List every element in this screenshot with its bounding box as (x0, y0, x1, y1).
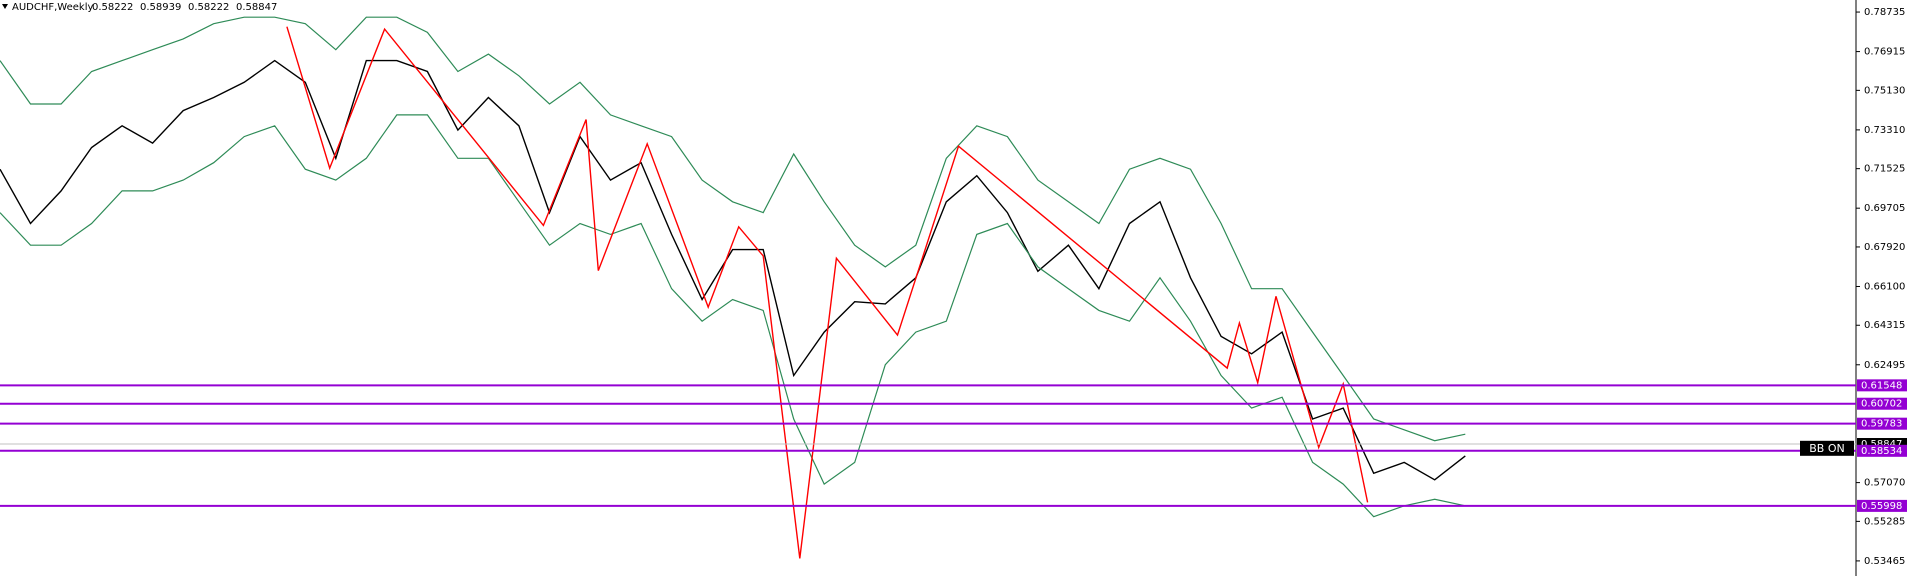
bollinger-band (0, 16, 1466, 442)
y-tick-label: 0.64315 (1864, 320, 1905, 331)
header-ohlc: 0.58847 (236, 2, 277, 13)
level-label: 0.59783 (1861, 419, 1902, 430)
level-tag (1857, 397, 1907, 410)
bb-button-label[interactable]: BB ON (1809, 442, 1844, 455)
y-tick-label: 0.55285 (1864, 516, 1905, 527)
y-tick-label: 0.76915 (1864, 47, 1905, 58)
header-ohlc: 0.58939 (140, 2, 181, 13)
y-tick-label: 0.53465 (1864, 556, 1905, 567)
header-ohlc: 0.58222 (92, 2, 133, 13)
y-tick-label: 0.73310 (1864, 125, 1905, 136)
header-arrow (2, 4, 8, 9)
header-symbol: AUDCHF,Weekly (12, 2, 93, 13)
y-tick-label: 0.71525 (1864, 164, 1905, 175)
level-label: 0.60702 (1861, 399, 1902, 410)
level-tag (1857, 444, 1907, 457)
y-tick-label: 0.57070 (1864, 478, 1905, 489)
y-tick-label: 0.69705 (1864, 203, 1905, 214)
level-tag (1857, 379, 1907, 392)
y-tick-label: 0.62495 (1864, 360, 1905, 371)
y-tick-label: 0.75130 (1864, 85, 1905, 96)
level-label: 0.58534 (1861, 446, 1902, 457)
level-label: 0.61548 (1861, 380, 1902, 391)
level-tag (1857, 499, 1907, 512)
level-tag (1857, 417, 1907, 430)
y-tick-label: 0.66100 (1864, 281, 1905, 292)
bollinger-band (0, 114, 1466, 518)
y-tick-label: 0.67920 (1864, 242, 1905, 253)
bb-button[interactable] (1800, 440, 1854, 456)
y-tick-label: 0.78735 (1864, 7, 1905, 18)
price-line (0, 59, 1466, 481)
current-price-label: 0.58847 (1861, 439, 1902, 450)
header-ohlc: 0.58222 (188, 2, 229, 13)
level-label: 0.55998 (1861, 501, 1902, 512)
zigzag-line (286, 26, 1369, 559)
